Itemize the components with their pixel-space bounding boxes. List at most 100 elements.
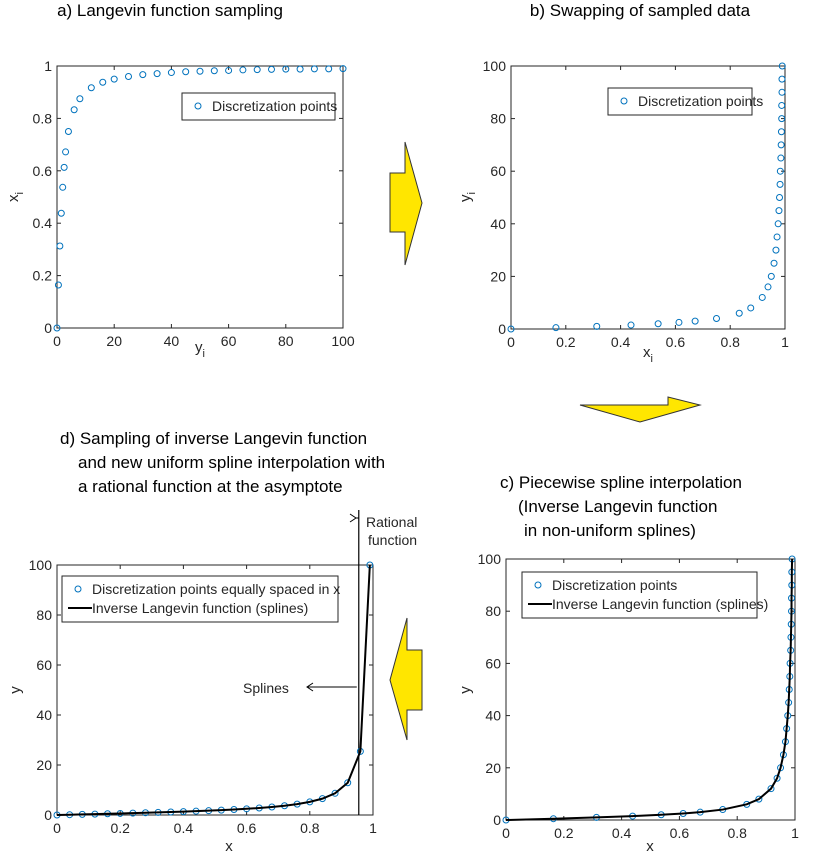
x-axis-label-text: x	[643, 344, 651, 361]
data-point	[507, 325, 515, 333]
arrow-left	[389, 617, 423, 741]
x-tick-label: 0.4	[612, 825, 632, 841]
data-point	[747, 304, 755, 312]
data-point	[735, 309, 743, 317]
data-point	[196, 67, 204, 75]
data-point	[775, 207, 783, 215]
x-axis-label: yi	[195, 339, 205, 360]
data-point	[76, 95, 84, 103]
data-point	[675, 318, 683, 326]
data-point	[776, 180, 784, 188]
y-tick-label: 1	[44, 58, 52, 74]
data-point	[773, 233, 781, 241]
x-tick-label: 1	[369, 820, 377, 836]
data-point	[310, 65, 318, 73]
y-tick-label: 100	[478, 551, 502, 567]
y-tick-label: 0.2	[33, 268, 53, 284]
y-axis-label: xi	[5, 192, 26, 202]
data-point	[755, 795, 763, 803]
legend-marker	[194, 102, 202, 110]
data-point	[225, 66, 233, 74]
y-tick-label: 80	[36, 607, 52, 623]
x-tick-label: 80	[278, 333, 294, 349]
data-point	[764, 283, 772, 291]
data-point	[331, 789, 339, 797]
y-axis-label-text: y	[457, 194, 474, 202]
y-tick-label: 60	[36, 657, 52, 673]
x-tick-label: 0.4	[611, 334, 631, 350]
y-tick-label: 60	[485, 655, 501, 671]
data-point	[767, 785, 775, 793]
y-tick-label: 40	[36, 707, 52, 723]
data-point	[139, 71, 147, 79]
data-point	[53, 324, 61, 332]
y-tick-label: 20	[485, 760, 501, 776]
x-tick-label: 100	[331, 333, 355, 349]
x-axis-label: xi	[643, 344, 653, 365]
data-point	[167, 69, 175, 77]
data-point	[777, 141, 785, 149]
data-point	[777, 128, 785, 136]
x-tick-label: 0.2	[110, 820, 130, 836]
y-tick-label: 0	[498, 321, 506, 337]
y-axis-label: y	[7, 686, 24, 694]
data-point	[774, 220, 782, 228]
x-tick-label: 1	[781, 334, 789, 350]
y-tick-label: 40	[485, 708, 501, 724]
y-tick-label: 0	[44, 807, 52, 823]
chart-title: and new uniform spline interpolation wit…	[78, 453, 385, 472]
data-point	[654, 320, 662, 328]
data-point	[182, 68, 190, 76]
annotation-arrow	[306, 682, 357, 692]
x-tick-label: 0.4	[174, 820, 194, 836]
data-point	[64, 128, 72, 135]
data-point	[767, 272, 775, 280]
y-tick-label: 100	[29, 557, 53, 573]
data-point	[776, 167, 784, 175]
x-axis-label-sub: i	[203, 348, 205, 360]
y-tick-label: 60	[490, 163, 506, 179]
legend-marker	[74, 585, 82, 593]
x-tick-label: 0.6	[670, 825, 690, 841]
x-tick-label: 0	[507, 334, 515, 350]
data-point	[758, 293, 766, 301]
data-point	[713, 314, 720, 322]
chart-title: (Inverse Langevin function	[518, 497, 717, 516]
x-axis-label-text: y	[195, 339, 203, 356]
y-axis-label: y	[457, 686, 474, 694]
x-axis-label-sub: i	[651, 353, 653, 365]
arrow-down	[579, 396, 702, 423]
x-axis-label: x	[225, 838, 233, 855]
legend-marker	[534, 581, 542, 589]
chart-title: a) Langevin function sampling	[57, 1, 283, 20]
data-point	[210, 67, 218, 75]
y-tick-label: 0.8	[33, 110, 53, 126]
chart-title: a rational function at the asymptote	[78, 477, 343, 496]
data-point	[339, 65, 347, 73]
x-tick-label: 0.6	[237, 820, 257, 836]
x-tick-label: 0.8	[727, 825, 747, 841]
legend-box	[607, 87, 753, 116]
data-point	[153, 70, 161, 78]
y-tick-label: 80	[485, 603, 501, 619]
x-axis-label-text: x	[646, 838, 654, 855]
data-point	[772, 246, 780, 254]
chart-title: in non-uniform splines)	[524, 521, 696, 540]
y-axis-label-text: x	[5, 194, 22, 202]
x-tick-label: 40	[164, 333, 180, 349]
y-tick-label: 100	[483, 58, 507, 74]
data-point	[552, 324, 560, 332]
x-tick-label: 0	[502, 825, 510, 841]
legend-label: Discretization points	[638, 93, 763, 109]
data-point	[70, 106, 78, 114]
data-point	[99, 78, 107, 86]
data-point	[344, 779, 352, 787]
data-point	[296, 65, 304, 73]
data-point	[268, 65, 275, 73]
x-tick-label: 0.6	[666, 334, 686, 350]
legend-label: Discretization points	[212, 98, 337, 114]
data-point	[777, 154, 785, 162]
series-line	[505, 558, 794, 821]
legend-box	[61, 575, 339, 623]
